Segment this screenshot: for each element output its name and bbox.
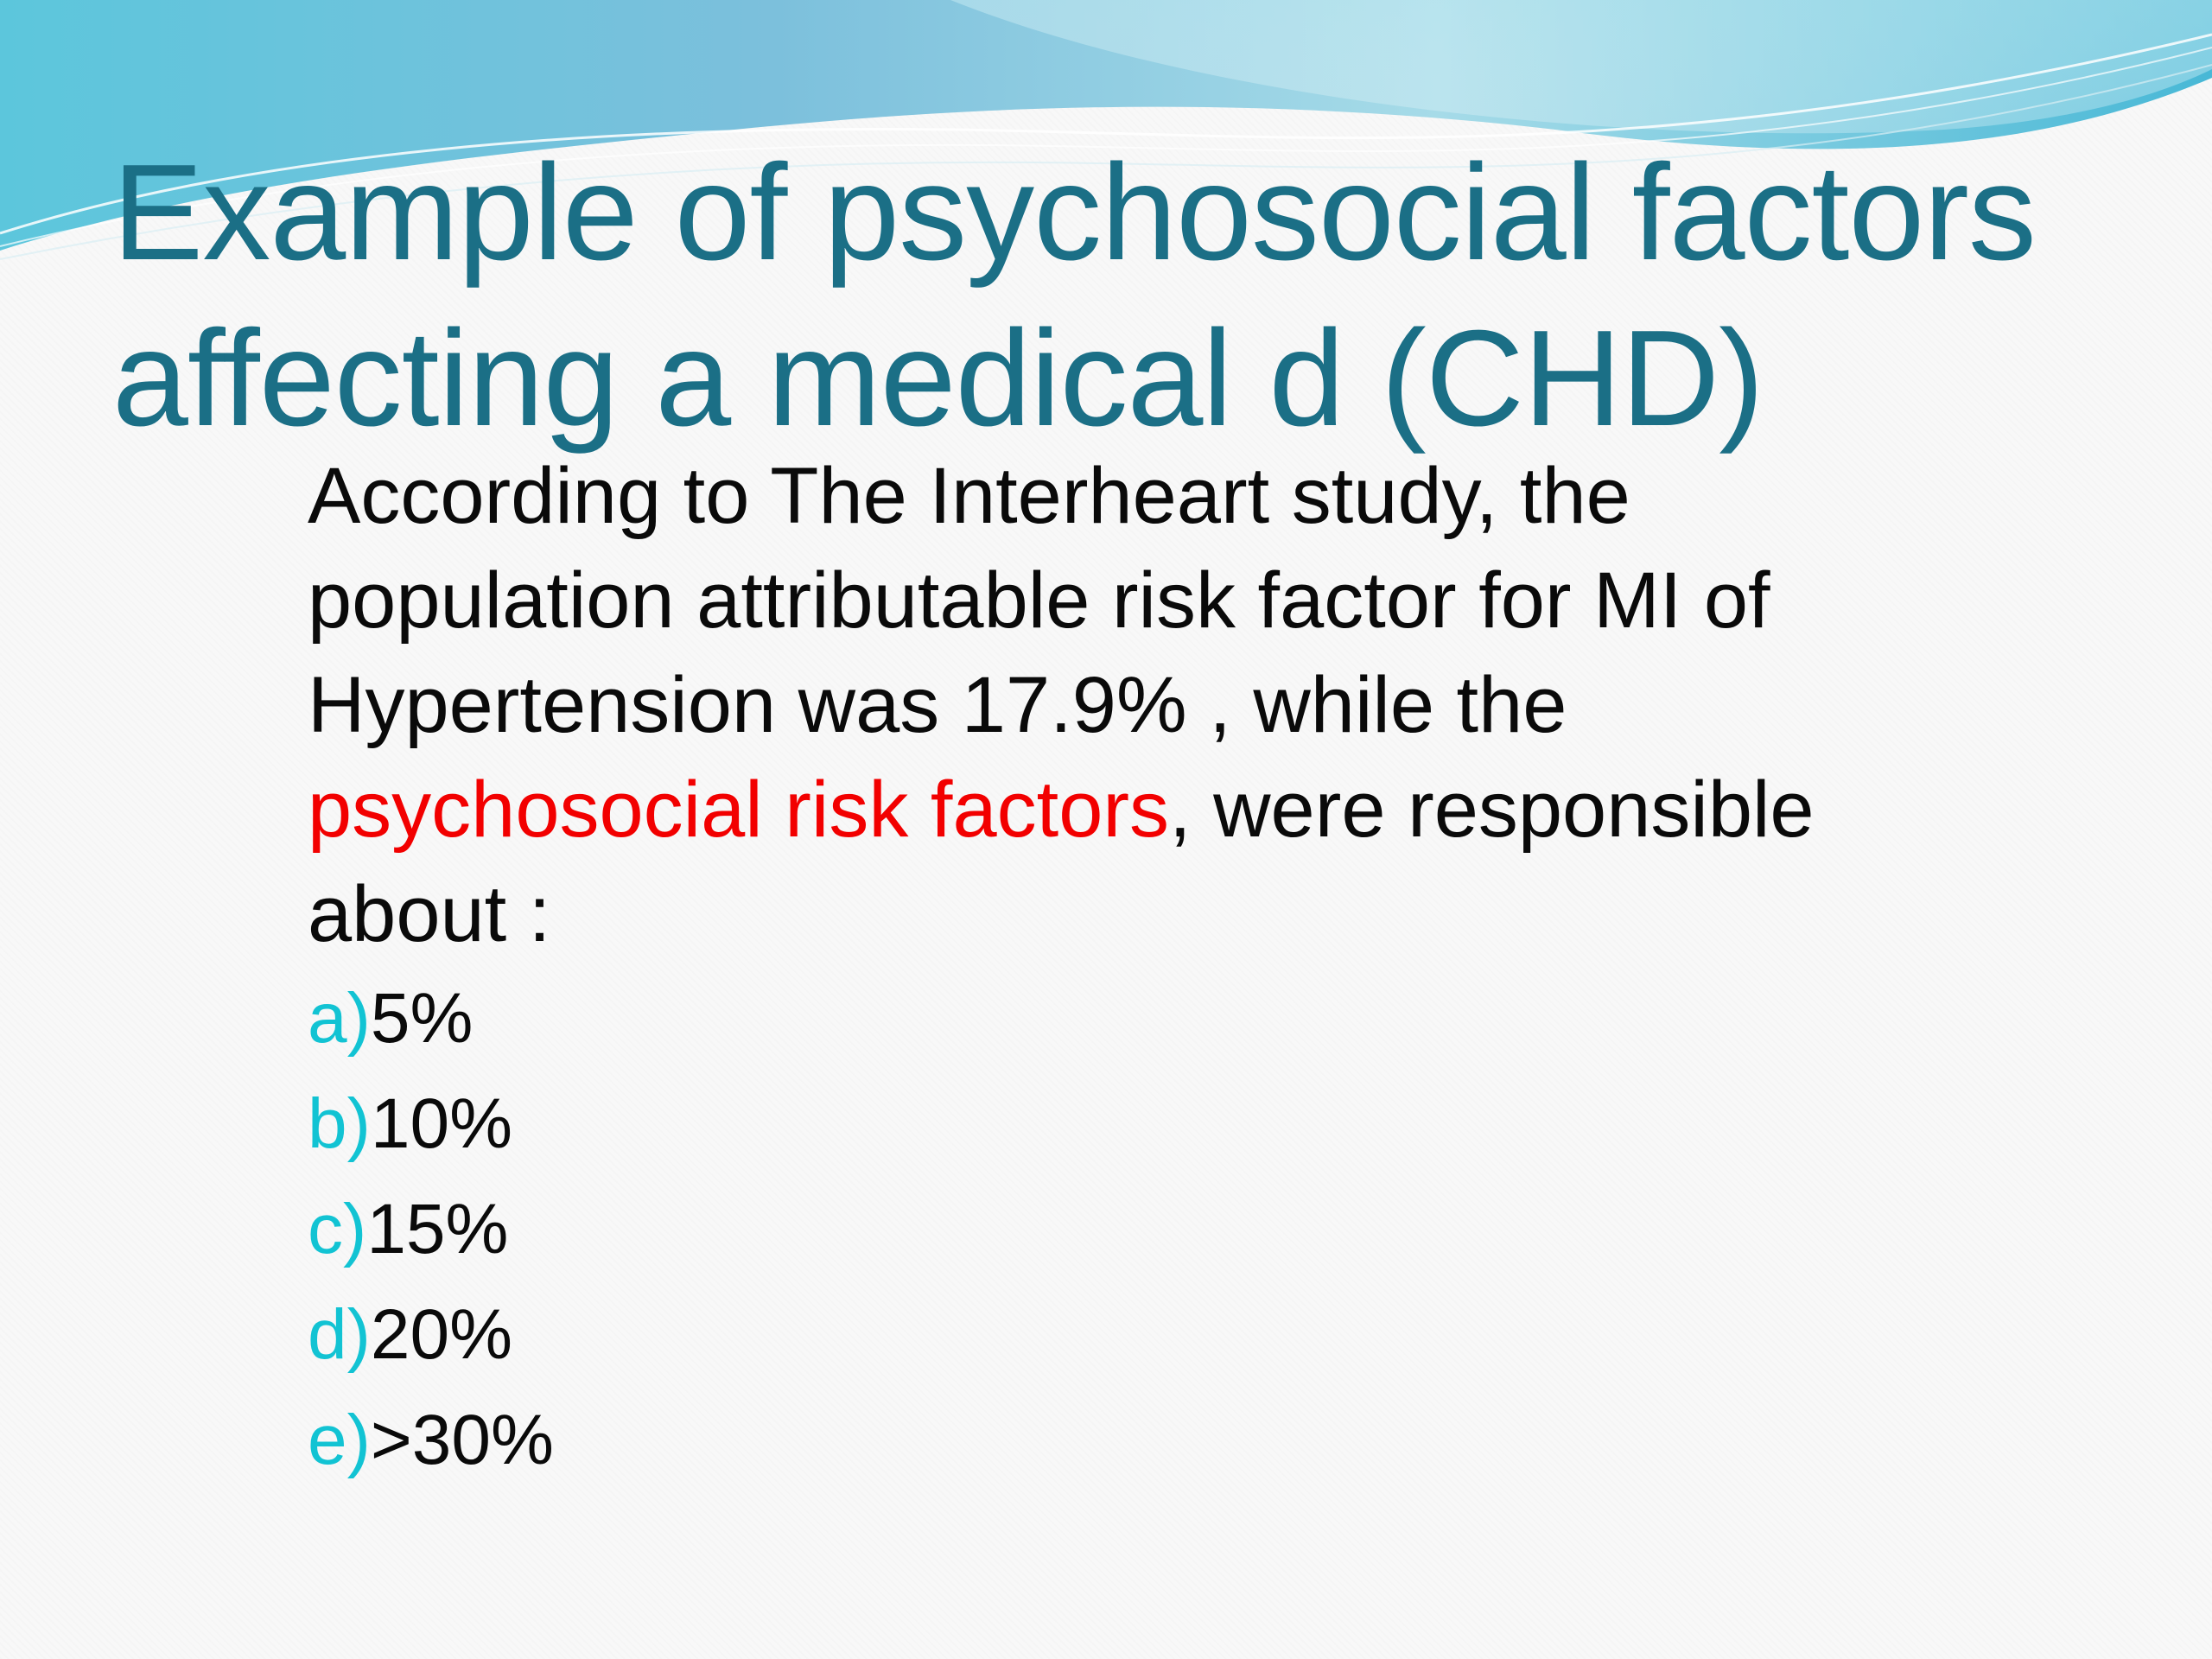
option-letter: b) <box>308 1084 371 1163</box>
option-item: c)15% <box>308 1177 554 1282</box>
option-item: d)20% <box>308 1282 554 1388</box>
option-letter: e) <box>308 1401 371 1479</box>
question-line-2: population attributable risk factor for … <box>308 556 1770 645</box>
question-line-1: According to The Interheart study, the <box>308 452 1630 540</box>
question-line-3: Hypertension was 17.9% , while the <box>308 661 1567 749</box>
slide-title-line-1: Example of psychosocial factors <box>112 137 2037 289</box>
question-text: According to The Interheart study, the p… <box>308 444 2036 967</box>
option-value: 10% <box>370 1084 513 1163</box>
option-value: 20% <box>370 1295 513 1374</box>
question-line-4: psychosocial risk factors, were responsi… <box>308 758 2036 862</box>
option-value: 5% <box>370 979 474 1058</box>
slide-title-line-2: affecting a medical d (CHD) <box>112 302 1764 454</box>
option-item: a)5% <box>308 966 554 1071</box>
highlighted-phrase: psychosocial risk factors <box>308 766 1169 854</box>
option-item: e)>30% <box>308 1388 554 1493</box>
option-item: b)10% <box>308 1071 554 1177</box>
option-letter: d) <box>308 1295 371 1374</box>
question-line-4-rest: , were responsible <box>1169 766 1815 854</box>
header-wave-decoration <box>0 0 2212 260</box>
answer-options: a)5% b)10% c)15% d)20% e)>30% <box>308 966 554 1493</box>
option-letter: c) <box>308 1190 367 1268</box>
option-value: >30% <box>370 1401 554 1479</box>
option-letter: a) <box>308 979 371 1058</box>
slide-title: Example of psychosocial factors affectin… <box>112 130 2100 461</box>
question-line-5: about : <box>308 870 551 958</box>
option-value: 15% <box>366 1190 509 1268</box>
